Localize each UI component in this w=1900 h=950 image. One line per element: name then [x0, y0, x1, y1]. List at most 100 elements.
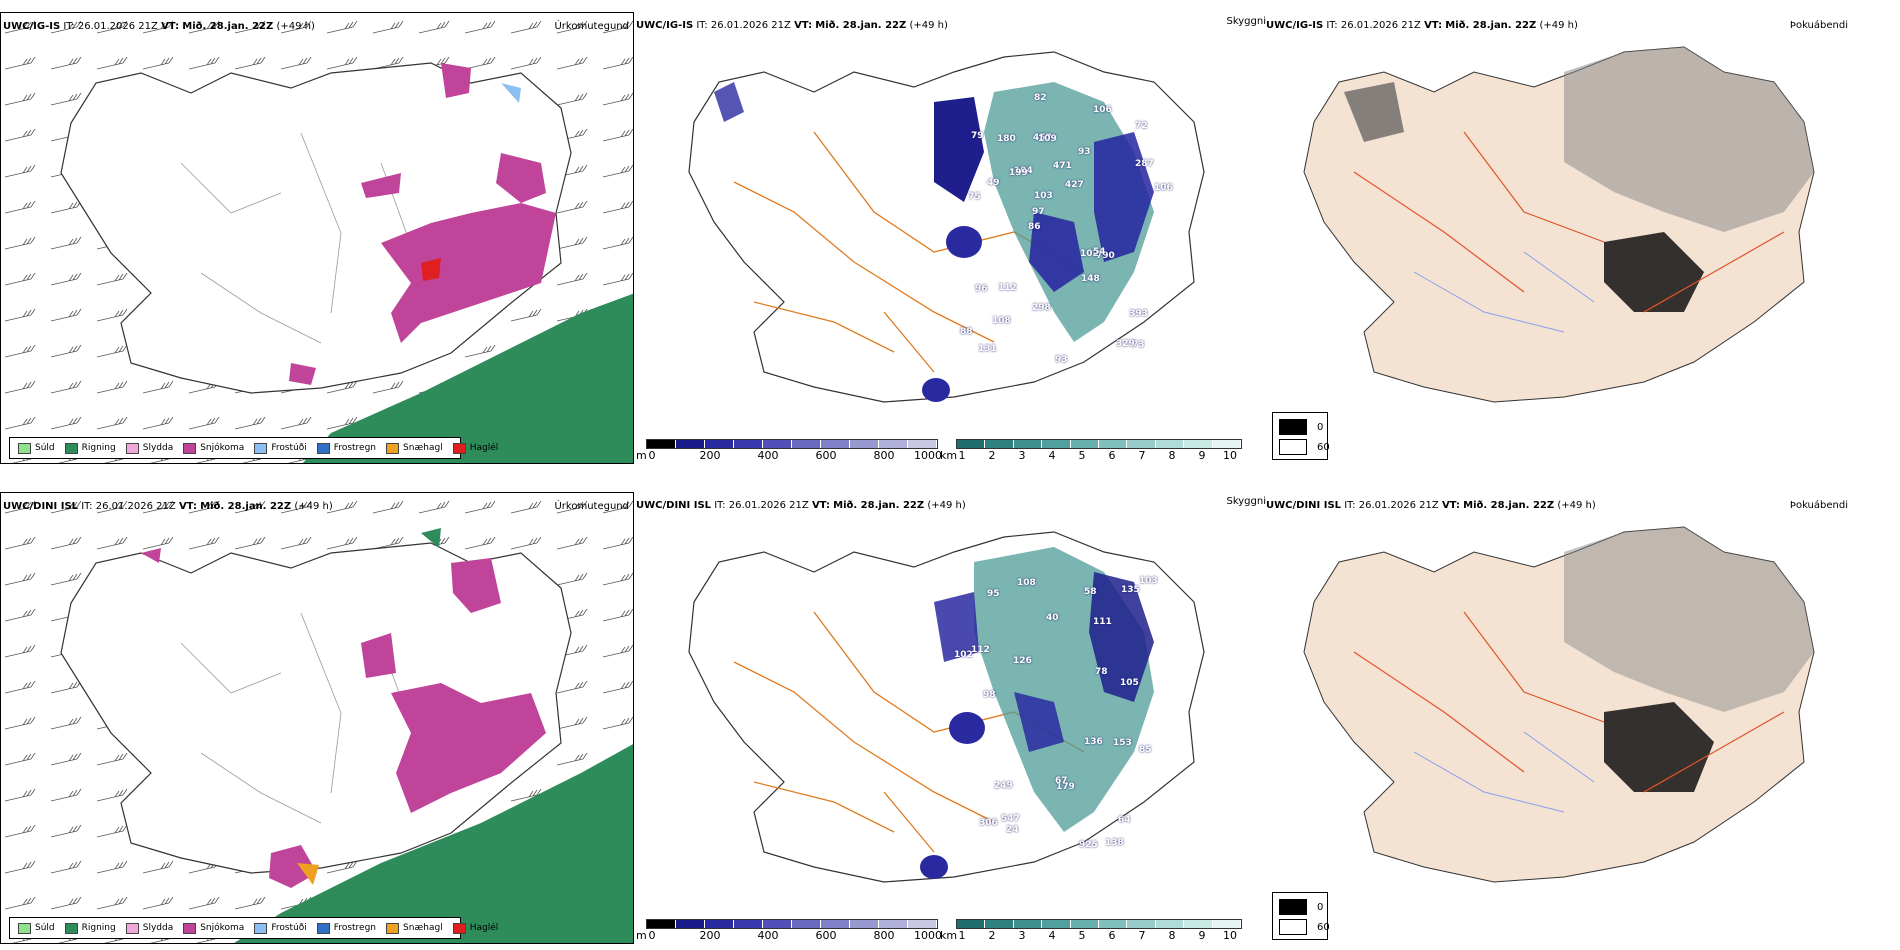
legend-item: Frostúði — [254, 922, 307, 934]
ceiling-label: 249 — [994, 781, 1013, 791]
panel-header: UWC/DINI ISL IT: 26.01.2026 21Z VT: Mið.… — [3, 501, 333, 512]
panel-header: UWC/IG-IS IT: 26.01.2026 21Z VT: Mið. 28… — [1266, 20, 1578, 31]
fog-legend-row: 0 — [1279, 419, 1323, 435]
panel-header: UWC/DINI ISL IT: 26.01.2026 21Z VT: Mið.… — [636, 500, 966, 511]
ceiling-label: 108 — [1017, 578, 1036, 588]
ceiling-bar — [646, 439, 938, 449]
ceiling-label: 24 — [1006, 825, 1019, 835]
ceiling-label: 179 — [1056, 782, 1075, 792]
legend-swatch — [452, 442, 466, 454]
visibility-unit: km — [940, 929, 958, 942]
vis-tick: 1 — [958, 929, 966, 942]
legend-item: Rigning — [64, 442, 116, 454]
ceiling-label: 131 — [978, 344, 997, 354]
precip-type-legend: Súld Rigning Slydda Snjókoma Frostúði Fr… — [9, 917, 498, 939]
vis-tick: 3 — [1018, 449, 1026, 462]
ceiling-tick: 800 — [873, 449, 895, 462]
fog-map-top — [1303, 46, 1815, 403]
ceiling-swatch — [734, 920, 763, 928]
ceiling-label: 85 — [1139, 745, 1152, 755]
ceiling-label: 102 — [1080, 249, 1099, 259]
legend-swatch — [183, 442, 197, 454]
ceiling-labels-bottom: 85 138 179 306 67 126 108 111 925 105 136 135 102 78 2… — [634, 492, 1270, 944]
visibility-swatch — [985, 440, 1014, 448]
ceiling-label: 72 — [1135, 121, 1148, 131]
panel-fog-dini: UWC/DINI ISL IT: 26.01.2026 21Z VT: Mið.… — [1264, 492, 1900, 944]
ceiling-label: 103 — [1139, 576, 1158, 586]
visibility-swatch — [1155, 440, 1185, 448]
ceiling-label: 93 — [1078, 147, 1091, 157]
vis-tick: 8 — [1168, 449, 1176, 462]
legend-swatch — [254, 442, 268, 454]
ceiling-label: 103 — [1034, 191, 1053, 201]
ceiling-label: 393 — [1129, 309, 1148, 319]
ceiling-label: 40 — [1046, 613, 1059, 623]
vis-tick: 1 — [958, 449, 966, 462]
legend-swatch — [64, 442, 78, 454]
panel-title: Úrkomutegund — [554, 21, 629, 32]
ceiling-label: 106 — [1093, 105, 1112, 115]
ceiling-bar — [646, 919, 938, 929]
ceiling-swatch — [676, 920, 705, 928]
panel-header: UWC/IG-IS IT: 26.01.2026 21Z VT: Mið. 28… — [3, 21, 315, 32]
fog-legend-row: 60 — [1279, 439, 1330, 455]
panel-visibility-igis: UWC/IG-IS IT: 26.01.2026 21Z VT: Mið. 28… — [634, 12, 1270, 464]
vis-tick: 6 — [1108, 449, 1116, 462]
panel-fog-igis: UWC/IG-IS IT: 26.01.2026 21Z VT: Mið. 28… — [1264, 12, 1900, 464]
fog-legend: 0 60 — [1272, 892, 1330, 940]
legend-swatch — [64, 922, 78, 934]
ceiling-label: 135 — [1121, 585, 1140, 595]
panel-title: Skyggni — [1226, 16, 1266, 27]
ceiling-swatch — [879, 920, 908, 928]
legend-swatch — [125, 442, 139, 454]
visibility-swatch — [1127, 920, 1156, 928]
ceiling-label: 427 — [1065, 180, 1084, 190]
vis-tick: 4 — [1048, 449, 1056, 462]
vis-tick: 7 — [1138, 929, 1146, 942]
panel-header: UWC/IG-IS IT: 26.01.2026 21Z VT: Mið. 28… — [636, 20, 948, 31]
ceiling-swatch — [676, 440, 705, 448]
legend-item: Snæhagl — [386, 442, 443, 454]
visibility-map-bottom — [688, 531, 1205, 883]
ceiling-label: 73 — [1132, 340, 1145, 350]
panel-precip-type-dini: UWC/DINI ISL IT: 26.01.2026 21Z VT: Mið.… — [0, 492, 634, 944]
fog-legend: 0 60 — [1272, 412, 1330, 460]
fog-legend-row: 0 — [1279, 899, 1323, 915]
ceiling-swatch — [647, 920, 676, 928]
ceiling-label: 138 — [1105, 838, 1124, 848]
precip-map-top — [1, 13, 633, 463]
panel-precip-type-igis: UWC/IG-IS IT: 26.01.2026 21Z VT: Mið. 28… — [0, 12, 634, 464]
vis-tick: 4 — [1048, 929, 1056, 942]
ceiling-label: 93 — [1055, 355, 1068, 365]
visibility-swatch — [1212, 440, 1242, 448]
visibility-swatch — [1184, 920, 1213, 928]
ceiling-label: 457 — [1033, 133, 1052, 143]
ceiling-swatch — [792, 440, 821, 448]
ceiling-label: 67 — [1055, 776, 1068, 786]
legend-item: Snjókoma — [183, 922, 244, 934]
legend-swatch — [316, 922, 330, 934]
fog-swatch — [1279, 899, 1307, 915]
ceiling-label: 112 — [998, 283, 1017, 293]
ceiling-label: 148 — [1081, 274, 1100, 284]
ceiling-label: 136 — [1084, 737, 1103, 747]
ceiling-tick: 1000 — [914, 449, 942, 462]
precip-map-bottom — [1, 493, 633, 943]
ceiling-label: 95 — [987, 589, 1000, 599]
ceiling-label: 111 — [1093, 617, 1112, 627]
panel-title: Skyggni — [1226, 496, 1266, 507]
legend-item: Slydda — [125, 922, 173, 934]
ceiling-labels-top: 73 75 72 86 93 131 457 471 96 104 88 108 109 427 790 79… — [634, 12, 1270, 464]
ceiling-label: 104 — [1014, 166, 1033, 176]
vis-tick: 2 — [988, 929, 996, 942]
ceiling-swatch — [705, 440, 734, 448]
fog-map-bottom — [1303, 526, 1815, 883]
ceiling-label: 180 — [997, 134, 1016, 144]
legend-swatch — [18, 442, 31, 454]
vis-tick: 8 — [1168, 929, 1176, 942]
ceiling-swatch — [763, 440, 792, 448]
ceiling-label: 75 — [968, 192, 981, 202]
legend-item: Frostregn — [316, 442, 376, 454]
ceiling-label: 96 — [975, 284, 988, 294]
visibility-unit: km — [940, 449, 958, 462]
